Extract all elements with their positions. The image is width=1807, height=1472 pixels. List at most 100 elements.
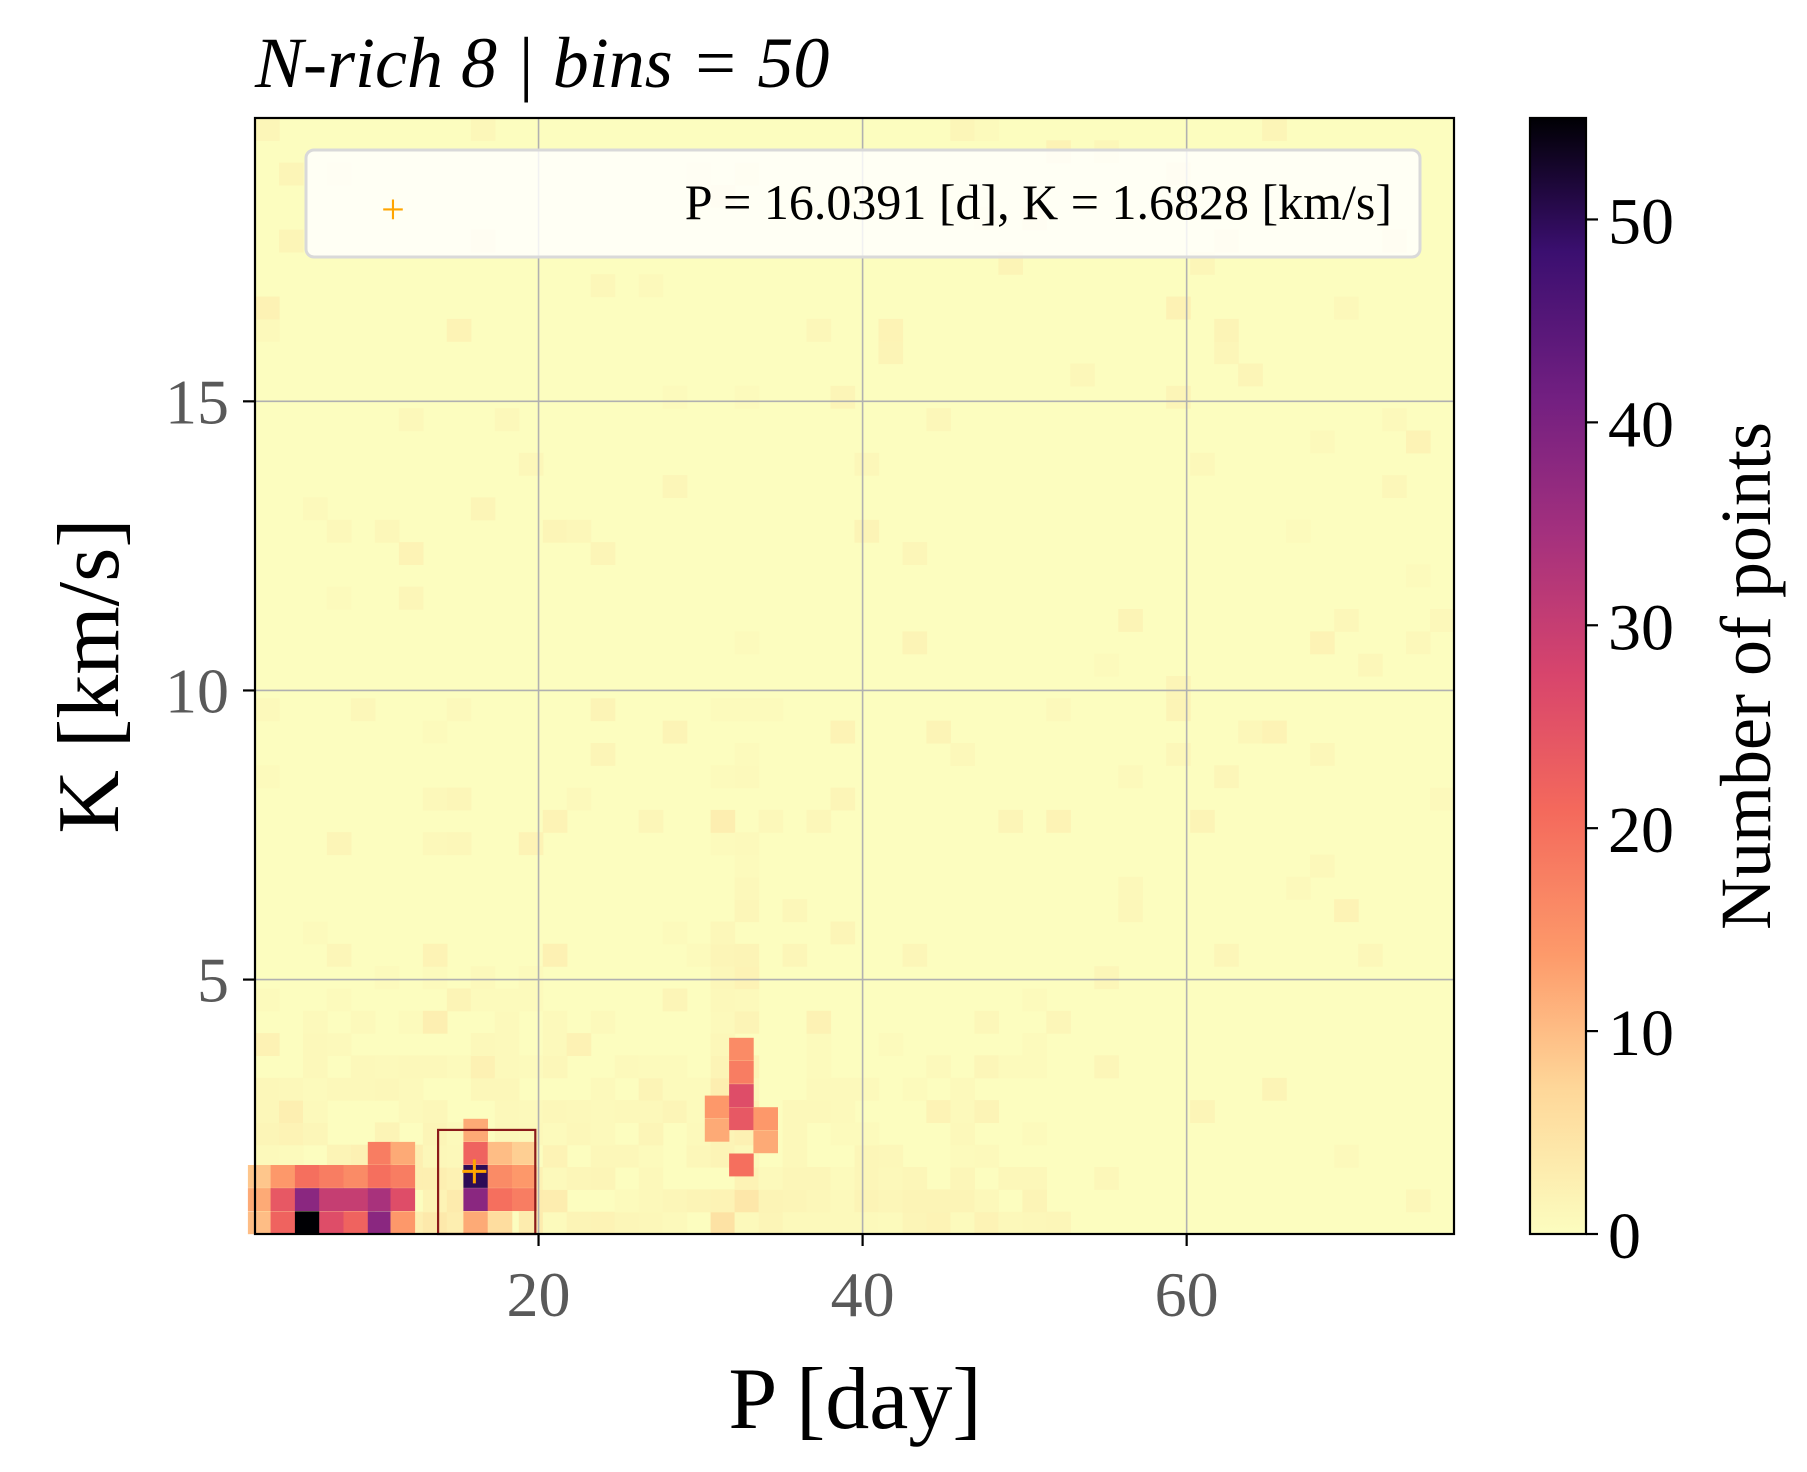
heatmap-cell xyxy=(518,1055,544,1079)
heatmap-cell xyxy=(830,1211,856,1235)
heatmap-cell xyxy=(350,698,376,722)
heatmap-cell xyxy=(512,1188,537,1211)
heatmap-cell xyxy=(1286,519,1311,543)
heatmap-cell xyxy=(830,1077,856,1101)
heatmap-cell xyxy=(753,1130,778,1154)
heatmap-cell xyxy=(590,1211,616,1235)
heatmap-cell xyxy=(518,988,544,1012)
heatmap-cell xyxy=(734,832,760,856)
heatmap-cell xyxy=(662,921,688,945)
grid-lines xyxy=(255,118,1454,1234)
heatmap-cell xyxy=(1214,943,1239,967)
plot-frame xyxy=(253,116,1456,1236)
heatmap-cell xyxy=(662,1211,688,1235)
heatmap-cell xyxy=(782,1167,808,1190)
heatmap-cell xyxy=(782,1100,808,1123)
heatmap-cell xyxy=(255,1077,280,1101)
heatmap-cell xyxy=(303,1010,328,1034)
heatmap-cell xyxy=(367,1188,393,1211)
heatmap-cell xyxy=(422,1189,448,1213)
heatmap-cell xyxy=(974,1010,999,1034)
heatmap-cell xyxy=(686,1189,712,1213)
heatmap-cell xyxy=(830,385,856,409)
heatmap-cell xyxy=(590,1100,616,1123)
heatmap-cell xyxy=(710,765,736,789)
x-tick-label: 20 xyxy=(507,1259,571,1330)
heatmap-cell xyxy=(950,1100,975,1123)
heatmap-cell xyxy=(247,1188,273,1211)
heatmap-cell xyxy=(974,1211,999,1235)
heatmap-cell xyxy=(926,1189,951,1213)
heatmap-cell xyxy=(512,1141,537,1165)
heatmap-cell xyxy=(1310,854,1335,878)
heatmap-cell xyxy=(590,1077,616,1101)
heatmap-cell xyxy=(374,1122,400,1146)
heatmap-cell xyxy=(1262,118,1287,141)
heatmap-cell xyxy=(638,1122,664,1146)
heatmap-cell xyxy=(806,1211,832,1235)
heatmap-cell xyxy=(734,1189,760,1213)
heatmap-cell xyxy=(710,1144,736,1168)
heatmap-cell xyxy=(422,787,448,811)
heatmap-cell xyxy=(398,1055,424,1079)
heatmap-cell xyxy=(974,1055,999,1079)
y-tick-label: 5 xyxy=(197,945,229,1016)
heatmap-cell xyxy=(1046,809,1071,833)
heatmap-cell xyxy=(878,1189,904,1213)
colorbar-tick-label: 20 xyxy=(1608,794,1674,867)
heatmap-cell xyxy=(518,966,544,990)
heatmap-cell xyxy=(830,1167,856,1190)
heatmap-cell xyxy=(734,1010,760,1034)
heatmap-cell xyxy=(398,1077,424,1101)
heatmap-cell xyxy=(1334,899,1359,923)
heatmap-cell xyxy=(446,988,472,1012)
heatmap-cell xyxy=(854,452,880,476)
heatmap-cell xyxy=(878,318,904,342)
heatmap-cell xyxy=(494,1033,520,1056)
heatmap-cell xyxy=(729,1084,754,1107)
heatmap-cell xyxy=(1310,430,1335,454)
heatmap-cell xyxy=(1046,1010,1071,1034)
heatmap-cell xyxy=(638,1167,664,1190)
heatmap-cell xyxy=(662,720,688,744)
heatmap-cell xyxy=(255,988,280,1012)
heatmap-cell xyxy=(398,1100,424,1123)
heatmap-cell xyxy=(255,1033,280,1056)
heatmap-cell xyxy=(487,1188,513,1211)
heatmap-cell xyxy=(830,921,856,945)
heatmap-cell xyxy=(303,1100,328,1123)
heatmap-cell xyxy=(638,1077,664,1101)
heatmap-cell xyxy=(686,943,712,967)
heatmap-cell xyxy=(614,1100,640,1123)
heatmap-cell xyxy=(255,296,280,320)
legend-label: P = 16.0391 [d], K = 1.6828 [km/s] xyxy=(685,174,1392,230)
heatmap-cell xyxy=(998,1211,1023,1235)
heatmap-cell xyxy=(566,787,592,811)
heatmap-cell xyxy=(470,966,496,990)
heatmap-cell xyxy=(542,1010,568,1034)
heatmap-cell xyxy=(374,1055,400,1079)
heatmap-cell xyxy=(830,787,856,811)
heatmap-cell xyxy=(806,1010,832,1034)
heatmap-cell xyxy=(782,1211,808,1235)
heatmap-cell xyxy=(303,1122,328,1146)
heatmap-cell xyxy=(710,809,736,833)
heatmap-cell xyxy=(950,743,975,766)
heatmap-cell xyxy=(1094,966,1119,990)
heatmap-cell xyxy=(638,1055,664,1079)
heatmap-cell xyxy=(734,899,760,923)
heatmap-cell xyxy=(854,1167,880,1190)
heatmap-cell xyxy=(422,1167,448,1190)
heatmap-cell xyxy=(710,698,736,722)
heatmap-cell xyxy=(950,1189,975,1213)
heatmap-cell xyxy=(303,1055,328,1079)
heatmap-cell xyxy=(470,497,496,521)
heatmap-cell xyxy=(279,1100,304,1123)
heatmap-cell xyxy=(710,1077,736,1101)
heatmap-cell xyxy=(542,1033,568,1056)
heatmap-cell xyxy=(1214,318,1239,342)
heatmap-cell xyxy=(1022,1122,1047,1146)
heatmap-cell xyxy=(1214,341,1239,365)
heatmap-cell xyxy=(710,988,736,1012)
